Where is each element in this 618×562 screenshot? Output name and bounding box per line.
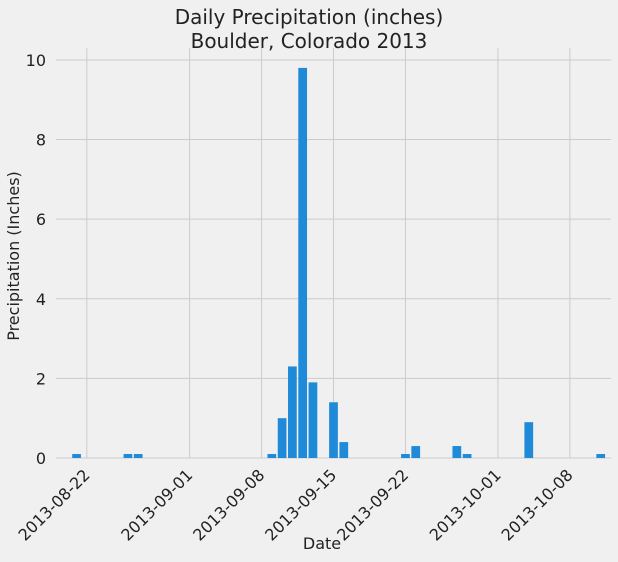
bar [329,402,338,458]
bar [72,454,81,458]
bar [596,454,606,458]
bar [267,454,277,458]
y-tick-label: 6 [36,210,46,229]
bar [411,446,421,458]
bar [133,454,143,458]
bar [462,454,472,458]
y-tick-label: 10 [26,51,46,70]
bar [401,454,410,458]
bar [452,446,462,458]
bar [339,442,349,458]
chart-title: Daily Precipitation (inches) [175,5,444,29]
chart-subtitle: Boulder, Colorado 2013 [191,29,428,53]
bar [277,418,287,458]
y-tick-label: 0 [36,449,46,468]
bar [308,382,318,458]
bar [123,454,133,458]
y-axis-ticks: 0 2 4 6 8 10 [26,51,46,468]
x-axis-label: Date [303,534,341,553]
y-tick-label: 2 [36,369,46,388]
bar [524,422,534,458]
bar [288,366,297,458]
y-tick-label: 8 [36,131,46,150]
bar [298,67,308,458]
grid [56,48,611,459]
bars [72,67,606,458]
y-axis-label: Precipitation (Inches) [4,171,23,341]
y-tick-label: 4 [36,290,46,309]
